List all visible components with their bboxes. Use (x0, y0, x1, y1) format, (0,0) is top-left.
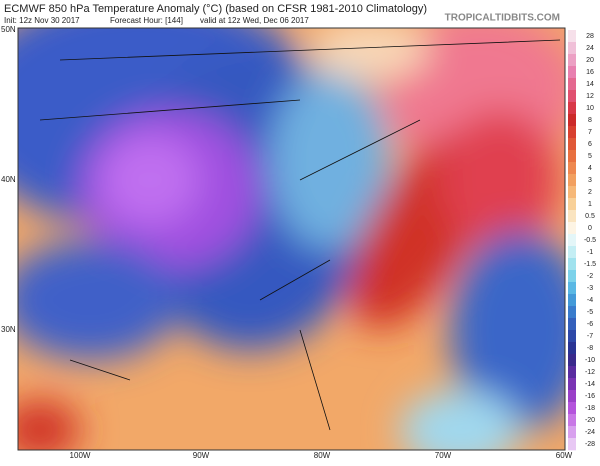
colorbar-label: -20 (585, 417, 595, 424)
colorbar-label: -8 (587, 345, 593, 352)
colorbar-swatch (568, 114, 576, 127)
colorbar-swatch (568, 330, 576, 343)
colorbar-label: 1 (588, 201, 592, 208)
colorbar-label: -14 (585, 381, 595, 388)
map-frame (17, 27, 566, 451)
colorbar-label: 6 (588, 141, 592, 148)
colorbar-label: 3 (588, 177, 592, 184)
colorbar-label: 20 (586, 57, 594, 64)
colorbar-swatch (568, 378, 576, 391)
colorbar-swatch (568, 210, 576, 223)
colorbar-label: 7 (588, 129, 592, 136)
colorbar-label: 0 (588, 225, 592, 232)
colorbar-swatch (568, 354, 576, 367)
colorbar: 28 24 20 16 14 12 10 8 7 6 5 4 3 2 1 0.5 0 -0.5 -1 -1.5 -2 -3… (568, 30, 596, 451)
title: ECMWF 850 hPa Temperature Anomaly (°C) (… (4, 3, 427, 15)
lon-label: 90W (193, 451, 210, 460)
init: Init: 12z Nov 30 2017 (4, 16, 80, 25)
colorbar-swatch (568, 126, 576, 139)
colorbar-swatch (568, 318, 576, 331)
watermark: TROPICALTIDBITS.COM (445, 13, 560, 24)
colorbar-swatch (568, 198, 576, 211)
colorbar-label: 5 (588, 153, 592, 160)
colorbar-label: 12 (586, 93, 594, 100)
colorbar-swatch (568, 294, 576, 307)
colorbar-label: 10 (586, 105, 594, 112)
colorbar-label: -24 (585, 429, 595, 436)
forecast-hour: Forecast Hour: [144] (110, 16, 183, 25)
colorbar-label: -28 (585, 441, 595, 448)
colorbar-label: 28 (586, 33, 594, 40)
colorbar-swatch (568, 54, 576, 67)
lat-labels: 50N 40N 30N (1, 25, 16, 334)
colorbar-label: -1 (587, 249, 593, 256)
colorbar-swatch (568, 246, 576, 259)
colorbar-label: 2 (588, 189, 592, 196)
colorbar-label: -4 (587, 297, 593, 304)
colorbar-label: -7 (587, 333, 593, 340)
lon-label: 70W (435, 451, 452, 460)
colorbar-swatch (568, 342, 576, 355)
colorbar-label: -1.5 (584, 261, 596, 268)
colorbar-swatch (568, 102, 576, 115)
colorbar-swatch (568, 150, 576, 163)
colorbar-swatch (568, 366, 576, 379)
colorbar-label: -0.5 (584, 237, 596, 244)
colorbar-swatch (568, 78, 576, 91)
lon-label: 100W (70, 451, 91, 460)
colorbar-label: -18 (585, 405, 595, 412)
colorbar-label: -12 (585, 369, 595, 376)
lon-labels: 100W 90W 80W 70W 60W (70, 451, 573, 460)
colorbar-swatch (568, 222, 576, 235)
colorbar-label: 24 (586, 45, 594, 52)
lat-label: 40N (1, 175, 16, 184)
anomaly-field (18, 28, 565, 450)
colorbar-swatch (568, 234, 576, 247)
colorbar-swatch (568, 66, 576, 79)
colorbar-swatch (568, 162, 576, 175)
colorbar-label: -5 (587, 309, 593, 316)
colorbar-label: 8 (588, 117, 592, 124)
colorbar-swatch (568, 414, 576, 427)
colorbar-swatch (568, 90, 576, 103)
colorbar-swatch (568, 270, 576, 283)
colorbar-swatch (568, 186, 576, 199)
colorbar-label: -6 (587, 321, 593, 328)
colorbar-label: 0.5 (585, 213, 595, 220)
valid: valid at 12z Wed, Dec 06 2017 (200, 16, 309, 25)
colorbar-swatch (568, 306, 576, 319)
colorbar-label: 14 (586, 81, 594, 88)
colorbar-swatch (568, 438, 576, 451)
colorbar-label: 4 (588, 165, 592, 172)
colorbar-swatch (568, 174, 576, 187)
colorbar-swatch (568, 402, 576, 415)
colorbar-label: -10 (585, 357, 595, 364)
colorbar-label: -3 (587, 285, 593, 292)
colorbar-swatch (568, 30, 576, 43)
lon-label: 60W (556, 451, 573, 460)
colorbar-label: -16 (585, 393, 595, 400)
colorbar-swatch (568, 258, 576, 271)
lat-label: 30N (1, 325, 16, 334)
colorbar-swatch (568, 390, 576, 403)
lat-label: 50N (1, 25, 16, 34)
colorbar-label: 16 (586, 69, 594, 76)
colorbar-swatch (568, 42, 576, 55)
colorbar-swatch (568, 426, 576, 439)
colorbar-swatch (568, 282, 576, 295)
colorbar-swatch (568, 138, 576, 151)
lon-label: 80W (314, 451, 331, 460)
colorbar-label: -2 (587, 273, 593, 280)
